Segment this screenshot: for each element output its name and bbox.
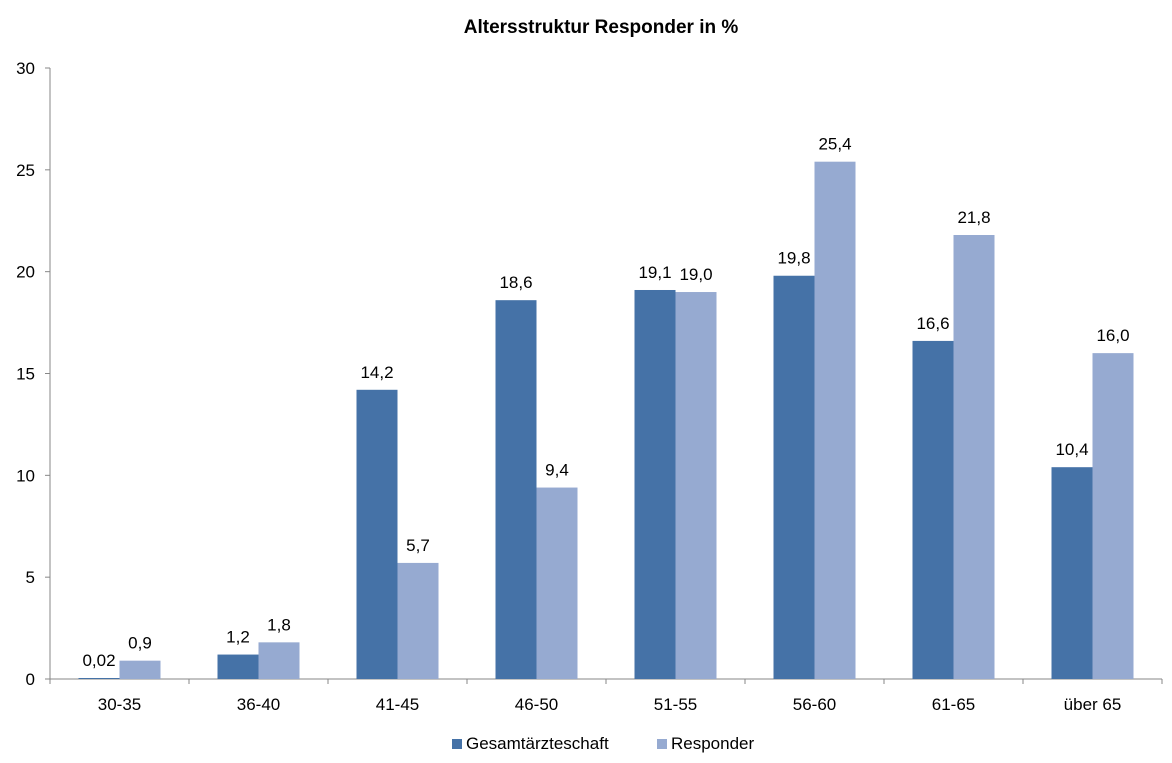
data-label: 18,6 [499, 273, 532, 292]
chart-title: Altersstruktur Responder in % [464, 17, 739, 38]
data-label: 5,7 [406, 536, 430, 555]
data-label: 14,2 [360, 363, 393, 382]
x-tick-label: 30-35 [98, 695, 141, 714]
x-tick-label: 46-50 [515, 695, 558, 714]
x-tick-label: 36-40 [237, 695, 280, 714]
data-label: 16,0 [1096, 326, 1129, 345]
bar-responder [814, 161, 856, 680]
data-labels: 0,02 0,9 1,2 1,8 14,2 5,7 18,6 9,4 19,1 19,0 19,8 2… [82, 135, 1129, 670]
data-label: 1,8 [267, 615, 291, 634]
data-label: 19,0 [679, 265, 712, 284]
data-label: 19,8 [777, 249, 810, 268]
bar-responder [1092, 353, 1134, 679]
y-tick-label: 15 [16, 365, 35, 384]
data-label: 25,4 [818, 135, 851, 154]
bar-responder [675, 292, 717, 679]
bar-responder [953, 235, 995, 680]
legend-label: Responder [671, 734, 755, 753]
y-tick-label: 10 [16, 466, 35, 485]
data-label: 10,4 [1055, 440, 1088, 459]
bar-gesamt [773, 275, 815, 679]
legend-label: Gesamtärzteschaft [466, 734, 609, 753]
y-tick-label: 30 [16, 59, 35, 78]
x-tick-label: über 65 [1064, 695, 1122, 714]
bar-gesamt [634, 289, 676, 679]
legend-swatch-1 [657, 739, 667, 749]
y-tick-label: 25 [16, 161, 35, 180]
bar-responder [536, 487, 578, 679]
x-tick-label: 51-55 [654, 695, 697, 714]
data-label: 0,02 [82, 651, 115, 670]
data-label: 19,1 [638, 263, 671, 282]
bar-responder [119, 660, 161, 679]
bar-gesamt [1051, 467, 1093, 679]
data-label: 21,8 [957, 208, 990, 227]
x-tick-label: 41-45 [376, 695, 419, 714]
y-tick-label: 5 [26, 568, 35, 587]
data-label: 0,9 [128, 634, 152, 653]
bars [78, 161, 1134, 680]
bar-gesamt [78, 678, 120, 679]
x-tick-label: 56-60 [793, 695, 836, 714]
bar-gesamt [912, 340, 954, 679]
y-tick-label: 20 [16, 263, 35, 282]
bar-gesamt [495, 300, 537, 679]
legend-swatch-0 [452, 739, 462, 749]
x-tick-label: 61-65 [932, 695, 975, 714]
bar-gesamt [356, 389, 398, 679]
bar-gesamt [217, 654, 259, 679]
bar-responder [397, 562, 439, 679]
y-tick-label: 0 [26, 670, 35, 689]
legend: Gesamtärzteschaft Responder [452, 734, 755, 753]
axes: 0 5 10 15 20 25 30 30-35 36-40 41-45 46-50 51-55 56-… [16, 59, 1163, 714]
data-label: 9,4 [545, 461, 569, 480]
data-label: 16,6 [916, 314, 949, 333]
bar-responder [258, 642, 300, 679]
data-label: 1,2 [226, 628, 250, 647]
